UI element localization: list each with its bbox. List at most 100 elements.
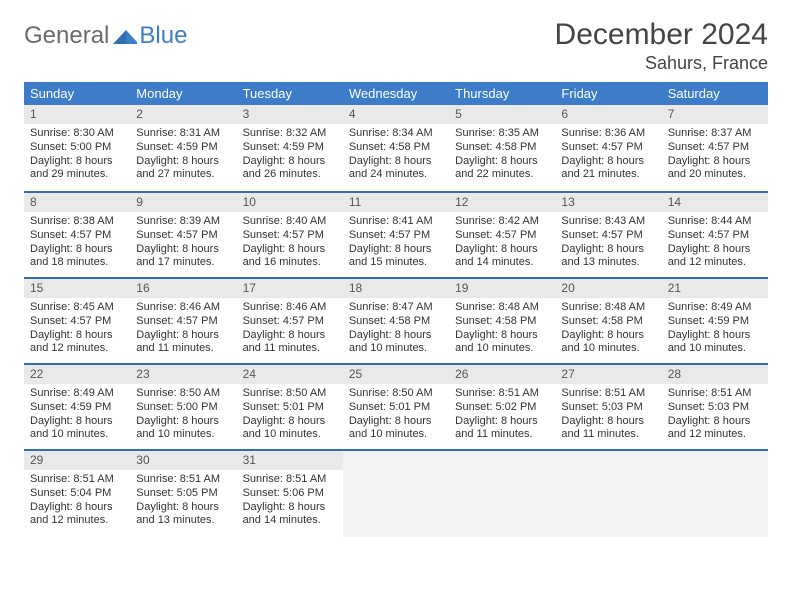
day-details: Sunrise: 8:50 AMSunset: 5:01 PMDaylight:… — [343, 384, 449, 446]
calendar-cell: 14Sunrise: 8:44 AMSunset: 4:57 PMDayligh… — [662, 191, 768, 277]
calendar-cell: 6Sunrise: 8:36 AMSunset: 4:57 PMDaylight… — [555, 105, 661, 191]
calendar-row: 8Sunrise: 8:38 AMSunset: 4:57 PMDaylight… — [24, 191, 768, 277]
day-details: Sunrise: 8:51 AMSunset: 5:05 PMDaylight:… — [130, 470, 236, 532]
day-details: Sunrise: 8:36 AMSunset: 4:57 PMDaylight:… — [555, 124, 661, 186]
day-details: Sunrise: 8:47 AMSunset: 4:58 PMDaylight:… — [343, 298, 449, 360]
calendar-cell: 28Sunrise: 8:51 AMSunset: 5:03 PMDayligh… — [662, 363, 768, 449]
weekday-header: Tuesday — [237, 82, 343, 105]
calendar-cell: 15Sunrise: 8:45 AMSunset: 4:57 PMDayligh… — [24, 277, 130, 363]
day-details: Sunrise: 8:40 AMSunset: 4:57 PMDaylight:… — [237, 212, 343, 274]
day-details: Sunrise: 8:45 AMSunset: 4:57 PMDaylight:… — [24, 298, 130, 360]
day-number: 28 — [662, 363, 768, 384]
day-details: Sunrise: 8:41 AMSunset: 4:57 PMDaylight:… — [343, 212, 449, 274]
day-details: Sunrise: 8:43 AMSunset: 4:57 PMDaylight:… — [555, 212, 661, 274]
day-number: 1 — [24, 105, 130, 124]
calendar-cell: 12Sunrise: 8:42 AMSunset: 4:57 PMDayligh… — [449, 191, 555, 277]
calendar-cell-empty — [662, 449, 768, 535]
day-details: Sunrise: 8:37 AMSunset: 4:57 PMDaylight:… — [662, 124, 768, 186]
calendar-cell: 19Sunrise: 8:48 AMSunset: 4:58 PMDayligh… — [449, 277, 555, 363]
calendar-cell: 27Sunrise: 8:51 AMSunset: 5:03 PMDayligh… — [555, 363, 661, 449]
day-details: Sunrise: 8:39 AMSunset: 4:57 PMDaylight:… — [130, 212, 236, 274]
day-details: Sunrise: 8:51 AMSunset: 5:06 PMDaylight:… — [237, 470, 343, 532]
day-details: Sunrise: 8:48 AMSunset: 4:58 PMDaylight:… — [449, 298, 555, 360]
calendar-cell: 8Sunrise: 8:38 AMSunset: 4:57 PMDaylight… — [24, 191, 130, 277]
day-number: 15 — [24, 277, 130, 298]
title-block: December 2024 Sahurs, France — [555, 18, 768, 74]
day-details: Sunrise: 8:44 AMSunset: 4:57 PMDaylight:… — [662, 212, 768, 274]
day-details: Sunrise: 8:50 AMSunset: 5:01 PMDaylight:… — [237, 384, 343, 446]
logo-mark-icon — [113, 26, 139, 46]
day-details: Sunrise: 8:51 AMSunset: 5:04 PMDaylight:… — [24, 470, 130, 532]
calendar-cell: 13Sunrise: 8:43 AMSunset: 4:57 PMDayligh… — [555, 191, 661, 277]
day-number: 23 — [130, 363, 236, 384]
day-number: 18 — [343, 277, 449, 298]
day-details: Sunrise: 8:42 AMSunset: 4:57 PMDaylight:… — [449, 212, 555, 274]
weekday-header: Monday — [130, 82, 236, 105]
day-number: 16 — [130, 277, 236, 298]
calendar-cell: 26Sunrise: 8:51 AMSunset: 5:02 PMDayligh… — [449, 363, 555, 449]
calendar-cell: 24Sunrise: 8:50 AMSunset: 5:01 PMDayligh… — [237, 363, 343, 449]
day-number: 11 — [343, 191, 449, 212]
calendar-cell: 23Sunrise: 8:50 AMSunset: 5:00 PMDayligh… — [130, 363, 236, 449]
calendar-cell: 1Sunrise: 8:30 AMSunset: 5:00 PMDaylight… — [24, 105, 130, 191]
calendar-cell: 17Sunrise: 8:46 AMSunset: 4:57 PMDayligh… — [237, 277, 343, 363]
day-details: Sunrise: 8:51 AMSunset: 5:03 PMDaylight:… — [555, 384, 661, 446]
day-details: Sunrise: 8:38 AMSunset: 4:57 PMDaylight:… — [24, 212, 130, 274]
weekday-header: Thursday — [449, 82, 555, 105]
day-number: 19 — [449, 277, 555, 298]
day-details: Sunrise: 8:51 AMSunset: 5:02 PMDaylight:… — [449, 384, 555, 446]
calendar-cell: 20Sunrise: 8:48 AMSunset: 4:58 PMDayligh… — [555, 277, 661, 363]
location-label: Sahurs, France — [555, 53, 768, 74]
day-number: 13 — [555, 191, 661, 212]
day-number: 12 — [449, 191, 555, 212]
day-details: Sunrise: 8:50 AMSunset: 5:00 PMDaylight:… — [130, 384, 236, 446]
calendar-cell: 10Sunrise: 8:40 AMSunset: 4:57 PMDayligh… — [237, 191, 343, 277]
brand-second: Blue — [139, 22, 187, 50]
day-number: 25 — [343, 363, 449, 384]
weekday-header: Saturday — [662, 82, 768, 105]
day-number: 26 — [449, 363, 555, 384]
day-number: 20 — [555, 277, 661, 298]
calendar-body: 1Sunrise: 8:30 AMSunset: 5:00 PMDaylight… — [24, 105, 768, 535]
day-number: 9 — [130, 191, 236, 212]
day-number: 29 — [24, 449, 130, 470]
day-details: Sunrise: 8:49 AMSunset: 4:59 PMDaylight:… — [24, 384, 130, 446]
calendar-cell: 2Sunrise: 8:31 AMSunset: 4:59 PMDaylight… — [130, 105, 236, 191]
calendar-cell: 4Sunrise: 8:34 AMSunset: 4:58 PMDaylight… — [343, 105, 449, 191]
calendar-cell: 22Sunrise: 8:49 AMSunset: 4:59 PMDayligh… — [24, 363, 130, 449]
calendar-cell: 30Sunrise: 8:51 AMSunset: 5:05 PMDayligh… — [130, 449, 236, 535]
day-details: Sunrise: 8:51 AMSunset: 5:03 PMDaylight:… — [662, 384, 768, 446]
calendar-cell: 29Sunrise: 8:51 AMSunset: 5:04 PMDayligh… — [24, 449, 130, 535]
day-number: 2 — [130, 105, 236, 124]
calendar-cell: 21Sunrise: 8:49 AMSunset: 4:59 PMDayligh… — [662, 277, 768, 363]
weekday-header: Wednesday — [343, 82, 449, 105]
calendar-row: 22Sunrise: 8:49 AMSunset: 4:59 PMDayligh… — [24, 363, 768, 449]
day-number: 7 — [662, 105, 768, 124]
day-number: 4 — [343, 105, 449, 124]
day-number: 24 — [237, 363, 343, 384]
calendar-cell: 7Sunrise: 8:37 AMSunset: 4:57 PMDaylight… — [662, 105, 768, 191]
day-details: Sunrise: 8:32 AMSunset: 4:59 PMDaylight:… — [237, 124, 343, 186]
day-number: 21 — [662, 277, 768, 298]
day-number: 17 — [237, 277, 343, 298]
calendar-cell-empty — [555, 449, 661, 535]
day-details: Sunrise: 8:49 AMSunset: 4:59 PMDaylight:… — [662, 298, 768, 360]
day-number: 6 — [555, 105, 661, 124]
day-details: Sunrise: 8:30 AMSunset: 5:00 PMDaylight:… — [24, 124, 130, 186]
day-details: Sunrise: 8:46 AMSunset: 4:57 PMDaylight:… — [130, 298, 236, 360]
calendar-cell: 16Sunrise: 8:46 AMSunset: 4:57 PMDayligh… — [130, 277, 236, 363]
weekday-header: Sunday — [24, 82, 130, 105]
day-number: 27 — [555, 363, 661, 384]
calendar-cell: 11Sunrise: 8:41 AMSunset: 4:57 PMDayligh… — [343, 191, 449, 277]
day-details: Sunrise: 8:35 AMSunset: 4:58 PMDaylight:… — [449, 124, 555, 186]
day-details: Sunrise: 8:31 AMSunset: 4:59 PMDaylight:… — [130, 124, 236, 186]
calendar-cell: 31Sunrise: 8:51 AMSunset: 5:06 PMDayligh… — [237, 449, 343, 535]
day-details: Sunrise: 8:48 AMSunset: 4:58 PMDaylight:… — [555, 298, 661, 360]
calendar-row: 29Sunrise: 8:51 AMSunset: 5:04 PMDayligh… — [24, 449, 768, 535]
calendar-cell-empty — [449, 449, 555, 535]
calendar-cell: 25Sunrise: 8:50 AMSunset: 5:01 PMDayligh… — [343, 363, 449, 449]
calendar-row: 15Sunrise: 8:45 AMSunset: 4:57 PMDayligh… — [24, 277, 768, 363]
day-number: 22 — [24, 363, 130, 384]
day-number: 14 — [662, 191, 768, 212]
day-details: Sunrise: 8:34 AMSunset: 4:58 PMDaylight:… — [343, 124, 449, 186]
